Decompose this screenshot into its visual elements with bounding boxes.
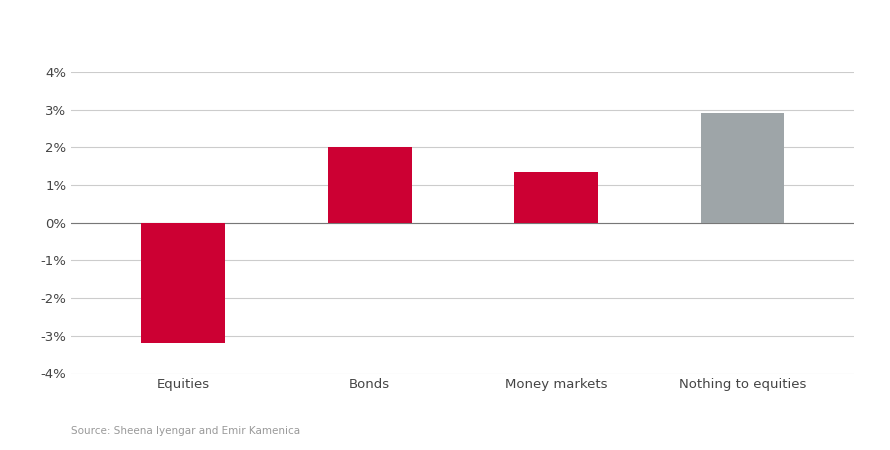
Bar (142, 223, 225, 343)
Text: GRAPH 1: GRAPH 1 (13, 30, 86, 45)
Text: Change in investment allocation choice for every additional 10 funds offered: Change in investment allocation choice f… (82, 30, 645, 45)
Bar (514, 172, 598, 223)
Bar (700, 113, 784, 223)
Bar (328, 147, 411, 223)
Text: Source: Sheena Iyengar and Emir Kamenica: Source: Sheena Iyengar and Emir Kamenica (71, 427, 300, 436)
